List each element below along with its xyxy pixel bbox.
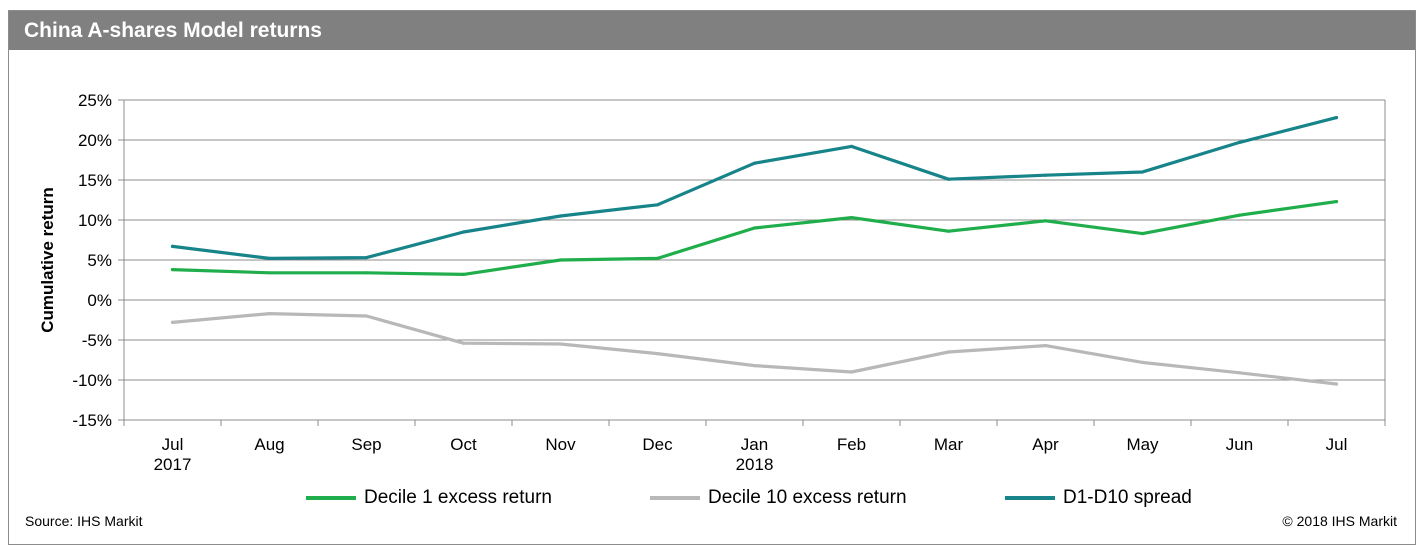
legend: Decile 1 excess return Decile 10 excess r…	[9, 487, 1415, 513]
y-tick-label: 5%	[87, 251, 112, 270]
x-tick-label: Jun	[1226, 435, 1253, 454]
data-point	[1237, 371, 1242, 375]
y-tick-label: -10%	[72, 371, 112, 390]
legend-item-2: Decile 10 excess return	[650, 487, 907, 509]
x-tick-label: Jul 2017	[154, 435, 192, 474]
data-point	[1237, 213, 1242, 217]
data-point	[461, 272, 466, 276]
data-point	[946, 177, 951, 181]
y-tick-label: -5%	[82, 331, 112, 350]
data-point	[1140, 232, 1145, 236]
title-bar: China A-shares Model returns	[9, 11, 1415, 50]
y-tick-label: 15%	[78, 171, 112, 190]
x-tick-label: Oct	[450, 435, 477, 454]
data-point	[1043, 173, 1048, 177]
data-point	[752, 226, 757, 230]
data-point	[558, 342, 563, 346]
data-point	[752, 161, 757, 165]
copyright-note: © 2018 IHS Markit	[1282, 513, 1397, 529]
data-point	[1140, 360, 1145, 364]
axes	[118, 99, 1386, 426]
x-tick-label: Feb	[837, 435, 866, 454]
data-point	[1237, 140, 1242, 144]
data-point	[558, 258, 563, 262]
grid-lines	[124, 99, 1385, 421]
y-tick-label: 10%	[78, 211, 112, 230]
legend-swatch	[1005, 496, 1055, 500]
x-tick-label: May	[1126, 435, 1159, 454]
legend-swatch	[650, 496, 700, 500]
x-tick-label: Sep	[351, 435, 381, 454]
legend-label: Decile 10 excess return	[708, 487, 907, 508]
x-tick-labels: Jul 2017 Aug Sep Oct Nov Dec Jan 2018 Feb Mar Apr Ma…	[154, 435, 1348, 474]
data-point	[655, 256, 660, 260]
data-point	[461, 230, 466, 234]
data-point	[1334, 200, 1339, 204]
data-point	[170, 244, 175, 248]
y-tick-labels: 25% 20% 15% 10% 5% 0% -5% -10% -15%	[72, 91, 112, 430]
legend-item-3: D1-D10 spread	[1005, 487, 1192, 509]
x-tick-label: Jul	[1326, 435, 1348, 454]
legend-label: D1-D10 spread	[1063, 487, 1192, 508]
data-point	[461, 341, 466, 345]
data-point	[170, 268, 175, 272]
y-tick-label: -15%	[72, 411, 112, 430]
x-tick-label: Nov	[545, 435, 576, 454]
legend-label: Decile 1 excess return	[364, 487, 552, 508]
data-point	[946, 229, 951, 233]
series-line-3	[170, 115, 1339, 260]
data-point	[1334, 116, 1339, 120]
x-tick-label: Apr	[1032, 435, 1059, 454]
series-lines	[170, 115, 1339, 386]
x-tick-label: Mar	[934, 435, 964, 454]
data-point	[170, 320, 175, 324]
data-point	[1140, 170, 1145, 174]
data-point	[558, 214, 563, 218]
chart-svg: 25% 20% 15% 10% 5% 0% -5% -10% -15% Jul 2017 Aug Se…	[38, 91, 1386, 474]
data-point	[849, 216, 854, 220]
data-point	[364, 256, 369, 260]
data-point	[849, 370, 854, 374]
data-point	[752, 364, 757, 368]
legend-item-1: Decile 1 excess return	[306, 487, 552, 509]
data-point	[1334, 382, 1339, 386]
x-tick-label: Dec	[642, 435, 673, 454]
data-point	[364, 271, 369, 275]
series-line-1	[170, 200, 1339, 276]
data-point	[655, 352, 660, 356]
source-note: Source: IHS Markit	[25, 513, 143, 529]
x-tick-label: Jan 2018	[736, 435, 774, 474]
data-point	[655, 203, 660, 207]
data-point	[364, 314, 369, 318]
legend-swatch	[306, 496, 356, 500]
data-point	[946, 350, 951, 354]
data-point	[267, 256, 272, 260]
data-point	[1043, 219, 1048, 223]
y-axis-label: Cumulative return	[38, 187, 57, 332]
data-point	[1043, 344, 1048, 348]
y-tick-label: 20%	[78, 131, 112, 150]
data-point	[267, 312, 272, 316]
chart-title: China A-shares Model returns	[24, 19, 322, 42]
x-tick-label: Aug	[254, 435, 284, 454]
data-point	[267, 271, 272, 275]
y-tick-label: 0%	[87, 291, 112, 310]
data-point	[849, 144, 854, 148]
series-line-2	[170, 312, 1339, 386]
chart-panel: China A-shares Model returns 25% 20% 15% 10…	[8, 10, 1416, 545]
y-tick-label: 25%	[78, 91, 112, 110]
